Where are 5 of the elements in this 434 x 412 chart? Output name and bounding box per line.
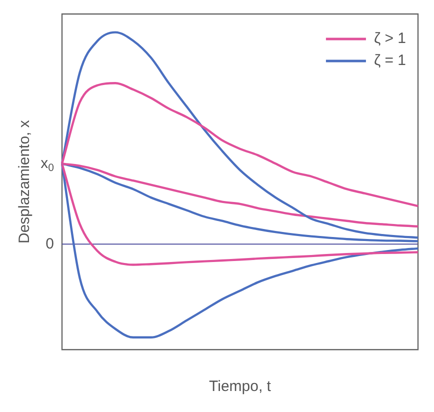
legend-label: ζ > 1	[374, 30, 406, 48]
legend-label: ζ = 1	[374, 52, 406, 70]
x-axis-title: Tiempo, t	[209, 378, 272, 396]
y-axis-title: Desplazamiento, x	[16, 120, 34, 244]
ref-line-label: 0	[46, 235, 54, 252]
